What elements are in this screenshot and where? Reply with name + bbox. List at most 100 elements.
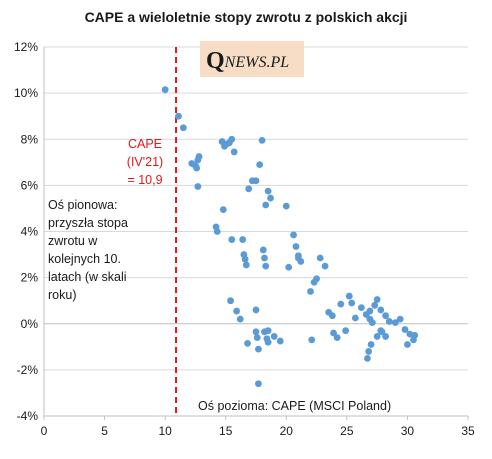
data-point bbox=[242, 261, 250, 269]
data-point bbox=[377, 306, 385, 314]
data-point bbox=[193, 164, 201, 172]
data-point bbox=[328, 312, 336, 320]
data-point bbox=[227, 297, 234, 305]
cape-annotation-line-2: (IV'21) bbox=[127, 155, 163, 169]
y-tick-label: 12% bbox=[14, 40, 38, 54]
data-point bbox=[267, 194, 274, 202]
data-point bbox=[391, 319, 399, 326]
y-tick-label: 8% bbox=[21, 132, 39, 146]
qnews-logo: QNEWS.PL bbox=[200, 41, 304, 77]
grid-lines bbox=[44, 46, 468, 417]
data-point bbox=[345, 292, 353, 300]
data-point bbox=[404, 341, 411, 348]
y-axis-note-line-2: przyszła stopa bbox=[48, 216, 128, 230]
y-tick-label: -4% bbox=[17, 409, 39, 423]
cape-annotation-line-3: = 10,9 bbox=[127, 173, 162, 187]
data-point bbox=[342, 327, 350, 335]
data-points bbox=[161, 86, 419, 388]
data-point bbox=[411, 331, 419, 339]
data-point bbox=[255, 345, 262, 353]
cape-annotation-line-1: CAPE bbox=[128, 137, 162, 151]
data-point bbox=[348, 299, 356, 307]
data-point bbox=[179, 124, 187, 132]
data-point bbox=[233, 307, 241, 315]
x-tick-label: 30 bbox=[401, 424, 415, 438]
data-point bbox=[219, 206, 227, 213]
y-tick-label: 4% bbox=[21, 225, 39, 239]
data-point bbox=[252, 328, 260, 336]
data-point bbox=[276, 337, 284, 345]
y-axis-note-line-6: roku) bbox=[48, 288, 76, 302]
data-point bbox=[175, 112, 182, 120]
data-point bbox=[377, 327, 385, 335]
data-point bbox=[282, 202, 290, 210]
data-point bbox=[396, 315, 404, 323]
data-point bbox=[255, 380, 262, 388]
x-tick-labels: 0 5 10 15 20 25 30 35 bbox=[41, 424, 475, 438]
data-point bbox=[258, 137, 266, 144]
logo-background bbox=[200, 41, 304, 77]
data-point bbox=[244, 339, 251, 347]
data-point bbox=[270, 333, 278, 340]
data-point bbox=[385, 318, 393, 325]
data-point bbox=[236, 315, 244, 323]
y-tick-label: -2% bbox=[17, 363, 39, 377]
y-tick-label: 6% bbox=[21, 178, 39, 192]
data-point bbox=[285, 263, 293, 271]
data-point bbox=[161, 86, 169, 94]
x-tick-label: 0 bbox=[41, 424, 48, 438]
y-axis-note-line-5: latach (w skali bbox=[48, 270, 127, 284]
data-point bbox=[253, 334, 261, 341]
data-point bbox=[261, 254, 268, 262]
data-point bbox=[365, 348, 373, 355]
data-point bbox=[264, 338, 272, 346]
data-point bbox=[239, 236, 247, 243]
logo-letter: Q bbox=[206, 48, 225, 74]
y-tick-labels: -4% -2% 0% 2% 4% 6% 8% 10% 12% bbox=[14, 40, 38, 423]
data-point bbox=[262, 201, 270, 209]
data-point bbox=[333, 334, 341, 341]
y-axis-note-line-4: kolejnych 10. bbox=[48, 252, 121, 266]
y-axis-note-line-1: Oś pionowa: bbox=[48, 198, 117, 212]
y-tick-label: 2% bbox=[21, 271, 39, 285]
data-point bbox=[373, 333, 381, 340]
data-point bbox=[230, 148, 238, 156]
cape-annotation: CAPE (IV'21) = 10,9 bbox=[127, 137, 163, 187]
x-tick-label: 5 bbox=[101, 424, 108, 438]
y-tick-label: 0% bbox=[21, 317, 39, 331]
data-point bbox=[373, 296, 381, 303]
data-point bbox=[292, 243, 300, 250]
data-point bbox=[262, 262, 270, 270]
y-axis-note: Oś pionowa: przyszła stopa zwrotu w kole… bbox=[48, 198, 128, 302]
data-point bbox=[364, 354, 371, 362]
data-point bbox=[308, 336, 316, 344]
data-point bbox=[213, 228, 221, 235]
x-axis-note: Oś pozioma: CAPE (MSCI Poland) bbox=[198, 399, 391, 413]
x-tick-label: 10 bbox=[158, 424, 172, 438]
data-point bbox=[195, 153, 203, 160]
logo-rest: NEWS.PL bbox=[224, 54, 290, 71]
data-point bbox=[194, 183, 202, 190]
axes bbox=[43, 47, 469, 420]
data-point bbox=[259, 246, 267, 254]
data-point bbox=[264, 327, 272, 335]
x-tick-label: 35 bbox=[461, 424, 475, 438]
x-tick-label: 15 bbox=[219, 424, 233, 438]
data-point bbox=[297, 258, 305, 265]
data-point bbox=[401, 326, 409, 333]
data-point bbox=[382, 333, 390, 340]
data-point bbox=[264, 187, 272, 195]
data-point bbox=[357, 304, 365, 312]
data-point bbox=[228, 236, 236, 243]
logo-text: QNEWS.PL bbox=[206, 48, 289, 74]
data-point bbox=[256, 161, 264, 169]
data-point bbox=[382, 312, 390, 320]
data-point bbox=[307, 288, 314, 295]
y-axis-note-line-3: zwrotu w bbox=[48, 234, 98, 248]
data-point bbox=[321, 262, 329, 270]
data-point bbox=[366, 307, 374, 315]
data-point bbox=[351, 314, 359, 322]
data-point bbox=[241, 255, 249, 263]
